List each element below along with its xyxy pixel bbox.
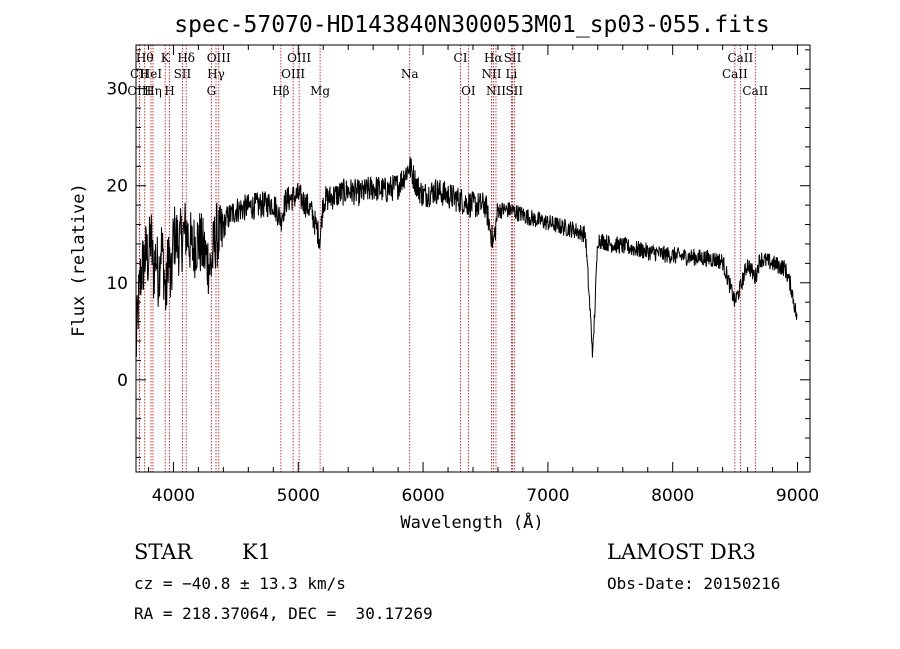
spectral-line-label: Hη: [144, 84, 162, 98]
x-tick-label: 7000: [526, 486, 569, 506]
spectral-line-label: OIII: [287, 51, 311, 65]
spectral-line-label: OIII: [207, 51, 231, 65]
spectral-line-label: NII: [481, 67, 501, 81]
spectral-line-label: SII: [174, 67, 192, 81]
object-class: STAR: [134, 540, 193, 564]
spectral-line-label: SII: [505, 84, 523, 98]
x-tick-label: 5000: [277, 486, 320, 506]
spectral-line-label: CII: [130, 67, 149, 81]
spectral-line-label: OI: [461, 84, 476, 98]
y-tick-label: 30: [106, 80, 128, 100]
y-tick-label: 10: [106, 274, 128, 294]
coordinates: RA = 218.37064, DEC = 30.17269: [134, 604, 433, 623]
spectral-line-label: OIII: [281, 67, 305, 81]
y-axis: 0 10 20 30: [106, 49, 810, 458]
y-axis-label: Flux (relative): [69, 183, 89, 337]
spectral-line-label: G: [207, 84, 217, 98]
spectral-line-label: Hγ: [207, 67, 225, 81]
spectral-line-labels: CIIOIIIHθHηHeIKHSIIHδGOIIIHγHβOIIIOIIIMg…: [127, 51, 768, 98]
flux-series-line: [135, 156, 798, 358]
spectral-line-label: Hθ: [136, 51, 154, 65]
spectral-line-label: SII: [504, 51, 522, 65]
spectral-line-label: H: [164, 84, 174, 98]
chart-title: spec-57070-HD143840N300053M01_sp03-055.f…: [174, 12, 769, 38]
observation-date: Obs-Date: 20150216: [607, 574, 781, 593]
spectral-line-label: Na: [401, 67, 419, 81]
survey-name: LAMOST DR3: [607, 540, 756, 564]
spectral-line-label: Li: [506, 67, 518, 81]
spectral-line-label: NII: [486, 84, 506, 98]
y-tick-label: 0: [117, 371, 128, 391]
object-subclass: K1: [242, 540, 272, 564]
x-tick-label: 6000: [401, 486, 444, 506]
spectral-line-label: CaII: [727, 51, 753, 65]
x-axis: 4000 5000 6000 7000 8000 9000: [147, 45, 819, 506]
spectral-line-label: K: [161, 51, 171, 65]
redshift-velocity: cz = −40.8 ± 13.3 km/s: [134, 574, 346, 593]
spectral-line-label: CaII: [722, 67, 748, 81]
spectral-line-label: CI: [454, 51, 468, 65]
x-tick-label: 4000: [152, 486, 195, 506]
spectral-line-label: Hβ: [272, 84, 289, 98]
spectral-line-label: Mg: [310, 84, 330, 98]
x-axis-label: Wavelength (Å): [400, 511, 543, 533]
spectral-line-label: Hδ: [177, 51, 195, 65]
spectral-line-label: OIII: [127, 84, 151, 98]
x-tick-label: 8000: [651, 486, 694, 506]
x-tick-label: 9000: [776, 486, 819, 506]
spectral-line-label: CaII: [742, 84, 768, 98]
spectral-line-label: HeI: [140, 67, 163, 81]
y-tick-label: 20: [106, 177, 128, 197]
spectral-line-label: Hα: [484, 51, 503, 65]
